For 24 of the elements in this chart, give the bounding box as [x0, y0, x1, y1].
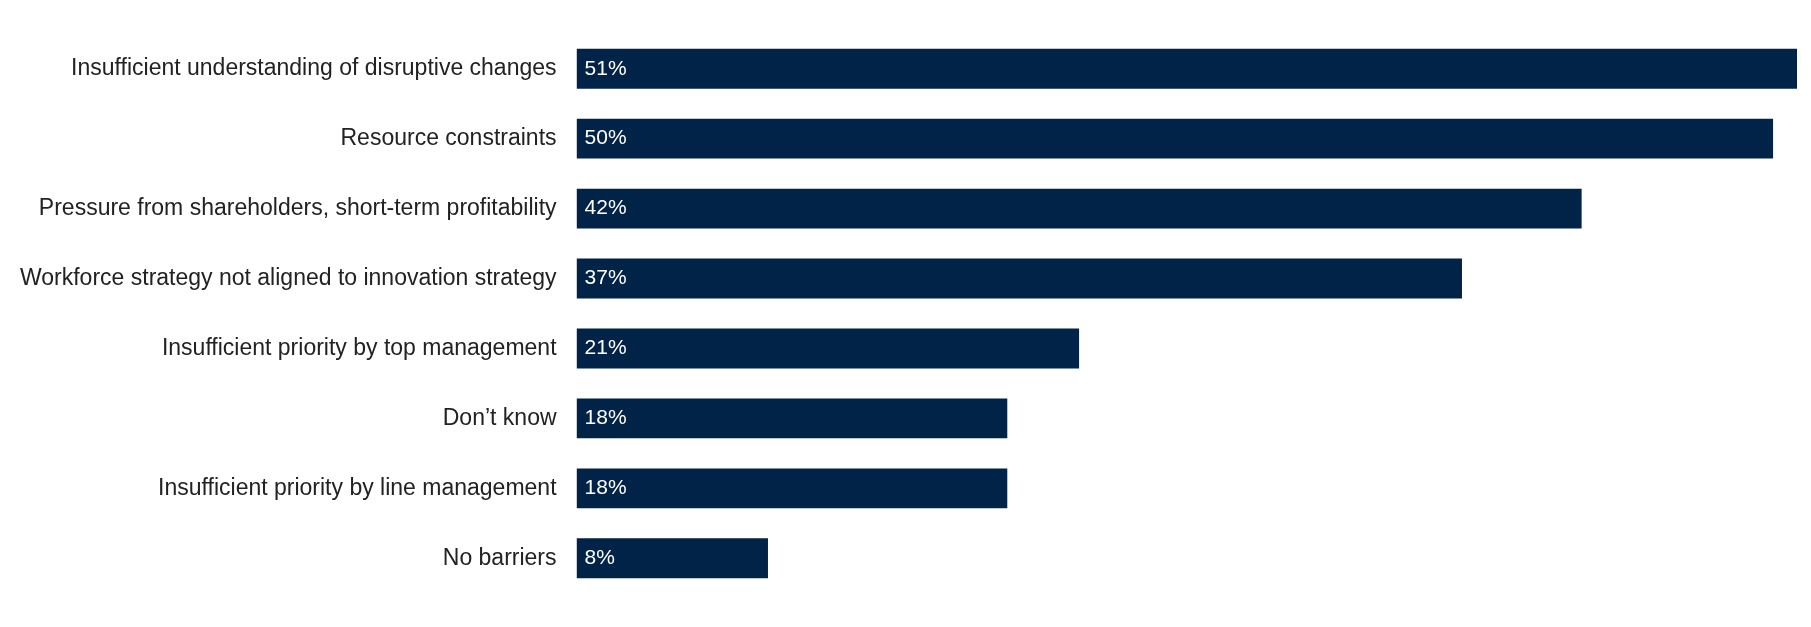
data-label: 21%: [584, 335, 627, 359]
data-label: 8%: [584, 545, 615, 569]
y-tick-label: Insufficient priority by top management: [161, 333, 558, 360]
data-label: 50%: [584, 125, 627, 149]
y-tick-label: Pressure from shareholders, short-term profitability: [38, 193, 558, 220]
bar: [576, 118, 1774, 159]
data-label: 18%: [584, 475, 627, 499]
y-tick-label: Don’t know: [442, 403, 557, 430]
data-label: 18%: [584, 405, 627, 429]
data-label: 37%: [584, 265, 627, 289]
bar: [576, 258, 1462, 299]
bar: [576, 328, 1080, 369]
data-label: 42%: [584, 195, 627, 219]
y-tick-label: No barriers: [442, 543, 557, 570]
bar: [576, 468, 1008, 509]
y-tick-label: Workforce strategy not aligned to innovation strategy: [19, 263, 558, 290]
bar: [576, 48, 1797, 89]
bar: [576, 538, 768, 579]
y-tick-label: Insufficient priority by line management: [158, 473, 558, 500]
data-label: 51%: [584, 55, 627, 79]
y-tick-label: Resource constraints: [340, 124, 557, 151]
bar: [576, 188, 1582, 229]
bar: [576, 398, 1008, 439]
y-tick-label: Insufficient understanding of disruptive changes: [71, 54, 557, 81]
